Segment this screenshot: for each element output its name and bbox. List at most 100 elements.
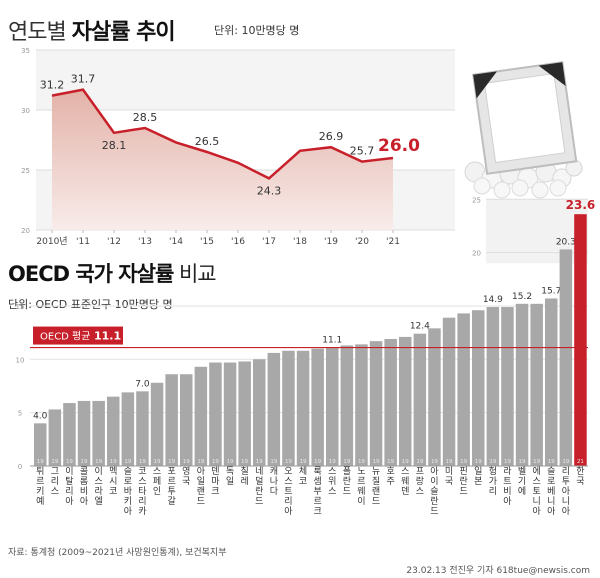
category-char: 콜 <box>80 466 88 477</box>
bar-year-label: 19 <box>416 459 423 465</box>
category-char: 리 <box>51 476 59 487</box>
unit-label: 단위: 10만명당 명 <box>214 24 300 37</box>
bar <box>457 313 470 466</box>
category-char: 룩 <box>314 466 322 477</box>
data-label: 15.7 <box>541 286 561 296</box>
bar-year-label: 19 <box>95 459 102 465</box>
bar-year-label: 21 <box>577 459 584 465</box>
photo-frame <box>472 61 578 175</box>
category-char: 랜 <box>372 486 380 497</box>
data-label: 7.0 <box>135 379 150 389</box>
bar-year-label: 19 <box>81 459 88 465</box>
category-char: 예 <box>36 496 44 507</box>
category-char: 르 <box>168 477 176 487</box>
category-char: 헝 <box>489 466 497 477</box>
category-char: 일 <box>474 466 482 477</box>
category-char: 토 <box>533 487 541 497</box>
bar <box>472 310 485 466</box>
bar <box>150 382 164 466</box>
bar <box>267 352 281 466</box>
title-light: 연도별 <box>8 20 67 45</box>
bar-year-label: 19 <box>519 459 526 465</box>
category-char: 아 <box>65 496 74 507</box>
category-char: 드 <box>343 487 351 497</box>
page-title: 연도별 자살률 추이 <box>8 14 176 46</box>
data-label: 4.0 <box>33 411 48 421</box>
title-bold: 자살률 추이 <box>71 20 176 45</box>
bar-year-label: 19 <box>548 459 555 465</box>
bar-year-label: 19 <box>168 459 175 465</box>
category-char: 다 <box>270 486 279 497</box>
category-char: 웨 <box>357 485 365 497</box>
category-char: 아 <box>124 506 133 517</box>
category-char: 노 <box>357 466 365 477</box>
bar-year-label: 19 <box>475 459 482 465</box>
category-char: 국 <box>576 476 584 487</box>
category-char: 드 <box>197 497 205 507</box>
category-char: 크 <box>211 487 219 497</box>
category-char: 이 <box>430 476 438 487</box>
x-tick-label: '16 <box>231 237 245 247</box>
credit-note: 23.02.13 전진우 기자 618tue@newsis.com <box>406 566 590 576</box>
section-title: OECD 국가 자살률 비교 <box>8 258 217 288</box>
category-char: 엘 <box>95 496 103 507</box>
bar-year-label: 19 <box>197 459 204 465</box>
category-char: 셈 <box>314 476 322 487</box>
x-tick-label: '14 <box>169 237 183 247</box>
category-char: 투 <box>562 476 570 487</box>
y-tick-label: 10 <box>16 356 25 364</box>
x-tick-label: '21 <box>386 237 400 247</box>
section-title-light: 비교 <box>178 262 217 286</box>
category-char: 스 <box>95 476 103 487</box>
bar <box>311 348 324 466</box>
category-char: 네 <box>255 466 263 477</box>
category-char: 니 <box>533 496 541 507</box>
x-tick-label: '19 <box>324 237 338 247</box>
category-char: 국 <box>182 476 190 487</box>
reference-label: OECD 평균 <box>40 331 90 343</box>
category-char: 갈 <box>168 496 176 507</box>
bar <box>136 391 149 466</box>
x-tick-label: '15 <box>200 237 214 247</box>
category-char: 롬 <box>80 476 88 487</box>
x-tick-label: 2010년 <box>36 236 67 247</box>
bar <box>369 341 383 466</box>
bar <box>194 366 208 466</box>
bar <box>326 347 339 466</box>
category-char: 로 <box>547 477 555 487</box>
category-char: 란 <box>255 485 263 497</box>
y-tick-label: 25 <box>21 167 30 175</box>
bar <box>209 362 222 466</box>
category-char: 코 <box>109 487 117 497</box>
category-char: 스 <box>153 466 161 477</box>
highlight-data-label: 23.6 <box>566 198 596 212</box>
x-tick-label: '20 <box>355 237 369 247</box>
data-label: 25.7 <box>350 145 375 158</box>
x-tick-label: '17 <box>262 237 276 247</box>
y-tick-label: 0 <box>18 463 22 471</box>
category-char: 질 <box>372 475 380 487</box>
data-label: 28.5 <box>133 111 158 124</box>
category-char: 스 <box>416 486 424 497</box>
category-char: 본 <box>474 476 482 487</box>
bar <box>340 345 354 466</box>
data-label: 20.3 <box>556 237 576 247</box>
bar <box>92 400 105 466</box>
category-char: 드 <box>372 497 380 507</box>
bar-year-label: 19 <box>489 459 496 465</box>
category-char: 인 <box>153 486 161 497</box>
category-char: 주 <box>387 476 395 487</box>
